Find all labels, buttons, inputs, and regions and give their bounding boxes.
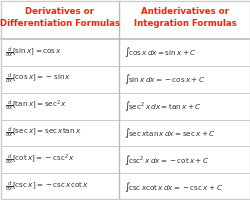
Text: $\int \!\csc^2 x\,dx = -\cot x + C$: $\int \!\csc^2 x\,dx = -\cot x + C$ <box>124 153 209 167</box>
Bar <box>1 119 249 146</box>
Text: $\int \!\sin x\,dx = -\cos x + C$: $\int \!\sin x\,dx = -\cos x + C$ <box>124 72 205 86</box>
Text: $\int \!\sec x\tan x\,dx = \sec x + C$: $\int \!\sec x\tan x\,dx = \sec x + C$ <box>124 126 215 140</box>
Text: $\frac{d}{dx}[\csc x] = -\csc x\cot x$: $\frac{d}{dx}[\csc x] = -\csc x\cot x$ <box>5 179 88 194</box>
Text: $\frac{d}{dx}[\cos x] = -\sin x$: $\frac{d}{dx}[\cos x] = -\sin x$ <box>5 72 71 86</box>
Text: $\int \!\sec^2 x\,dx = \tan x + C$: $\int \!\sec^2 x\,dx = \tan x + C$ <box>124 99 201 113</box>
Text: $\int \!\csc x\cot x\,dx = -\csc x + C$: $\int \!\csc x\cot x\,dx = -\csc x + C$ <box>124 180 222 194</box>
Bar <box>1 1 249 39</box>
Bar <box>1 39 249 66</box>
Text: $\frac{d}{dx}[\cot x] = -\csc^2 x$: $\frac{d}{dx}[\cot x] = -\csc^2 x$ <box>5 153 75 167</box>
Text: $\int \!\cos x\,dx = \sin x + C$: $\int \!\cos x\,dx = \sin x + C$ <box>124 45 196 59</box>
Bar <box>1 173 249 200</box>
Text: $\frac{d}{dx}[\sin x] = \cos x$: $\frac{d}{dx}[\sin x] = \cos x$ <box>5 45 62 60</box>
Text: Antiderivatives or
Integration Formulas: Antiderivatives or Integration Formulas <box>133 7 236 28</box>
Bar <box>1 93 249 119</box>
Bar <box>1 146 249 173</box>
Text: Derivatives or
Differentiation Formulas: Derivatives or Differentiation Formulas <box>0 7 119 28</box>
Bar <box>1 66 249 93</box>
Text: $\frac{d}{dx}[\sec x] = \sec x\tan x$: $\frac{d}{dx}[\sec x] = \sec x\tan x$ <box>5 126 81 140</box>
Text: $\frac{d}{dx}[\tan x] = \sec^2 x$: $\frac{d}{dx}[\tan x] = \sec^2 x$ <box>5 99 67 113</box>
